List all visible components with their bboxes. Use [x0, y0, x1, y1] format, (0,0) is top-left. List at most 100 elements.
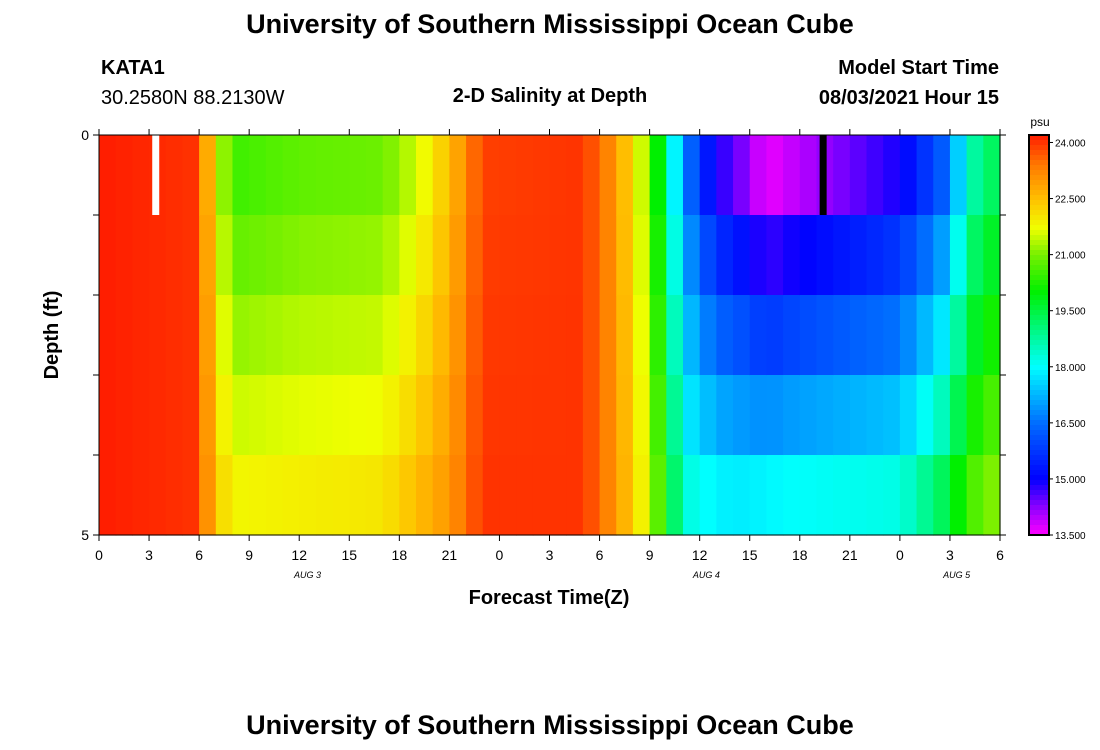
heatmap-cell	[833, 215, 851, 296]
heatmap-cell	[616, 135, 634, 216]
heatmap-cell	[966, 215, 984, 296]
colorbar-segment	[1029, 490, 1049, 496]
heatmap-cell	[466, 455, 484, 536]
heatmap-cell	[466, 375, 484, 456]
heatmap-cell	[432, 215, 450, 296]
heatmap-cell	[799, 135, 818, 216]
colorbar-segment	[1029, 305, 1049, 311]
x-tick-label: 15	[341, 547, 357, 563]
colorbar-segment	[1029, 310, 1049, 316]
x-tick-label: 0	[896, 547, 904, 563]
heatmap-marker	[819, 135, 827, 215]
colorbar-segment	[1029, 415, 1049, 421]
heatmap-cell	[432, 295, 450, 376]
heatmap-cell	[432, 455, 450, 536]
y-axis-label: Depth (ft)	[41, 291, 63, 380]
page-title-top: University of Southern Mississippi Ocean…	[246, 9, 854, 39]
colorbar-segment	[1029, 445, 1049, 451]
heatmap-cell	[916, 135, 934, 216]
heatmap-cell	[899, 295, 918, 376]
heatmap-cell	[249, 375, 267, 456]
heatmap-cell	[916, 455, 934, 536]
heatmap-cell	[482, 295, 501, 376]
heatmap-cell	[282, 455, 300, 536]
colorbar: 24.000 22.500 21.000 19.500 18.000 16.500 15.0…	[1028, 134, 1086, 542]
colorbar-segment	[1029, 235, 1049, 241]
heatmap-cell	[165, 375, 184, 456]
heatmap-cell	[182, 375, 200, 456]
plot-title: 2-D Salinity at Depth	[452, 85, 648, 107]
heatmap-cell	[165, 455, 184, 536]
heatmap-cell	[299, 215, 317, 296]
colorbar-segment	[1029, 420, 1049, 426]
heatmap-cell	[749, 135, 768, 216]
heatmap-cell	[416, 215, 434, 296]
x-tick-label: 12	[291, 547, 307, 563]
colorbar-segment	[1029, 525, 1049, 531]
heatmap-cell	[482, 135, 501, 216]
heatmap-cell	[299, 295, 317, 376]
heatmap-cell	[599, 215, 617, 296]
heatmap-cell	[315, 215, 334, 296]
x-tick-label: 21	[442, 547, 458, 563]
heatmap-cell	[516, 375, 534, 456]
heatmap-cell	[833, 135, 851, 216]
heatmap-cell	[249, 215, 267, 296]
heatmap-cell	[799, 375, 818, 456]
heatmap-cell	[866, 455, 884, 536]
heatmap-cell	[232, 375, 250, 456]
heatmap-cell	[883, 455, 901, 536]
heatmap-cell	[199, 295, 217, 376]
heatmap-cell	[482, 375, 501, 456]
colorbar-segment	[1029, 265, 1049, 271]
heatmap-cell	[416, 375, 434, 456]
heatmap-cell	[165, 215, 184, 296]
heatmap-cell	[332, 215, 350, 296]
heatmap-cell	[99, 215, 117, 296]
heatmap-cell	[149, 295, 167, 376]
colorbar-segment	[1029, 135, 1049, 141]
heatmap-cell	[532, 135, 551, 216]
colorbar-tick-label: 13.500	[1055, 531, 1086, 542]
colorbar-segment	[1029, 285, 1049, 291]
heatmap-cell	[983, 135, 1001, 216]
heatmap-cell	[149, 215, 167, 296]
colorbar-segment	[1029, 515, 1049, 521]
colorbar-segment	[1029, 300, 1049, 306]
colorbar-tick-label: 19.500	[1055, 307, 1086, 318]
heatmap-cell	[666, 135, 684, 216]
heatmap-cell	[799, 455, 818, 536]
colorbar-segment	[1029, 175, 1049, 181]
heatmap-cell	[632, 375, 651, 456]
colorbar-segment	[1029, 380, 1049, 386]
heatmap-cell	[182, 455, 200, 536]
heatmap-marker	[152, 135, 160, 215]
heatmap-cell	[799, 215, 818, 296]
heatmap-cell	[232, 295, 250, 376]
heatmap-cell	[716, 455, 734, 536]
heatmap-cell	[432, 375, 450, 456]
heatmap-cell	[666, 215, 684, 296]
y-tick-label: 0	[81, 127, 89, 143]
heatmap-cell	[115, 455, 133, 536]
station-coords: 30.2580N 88.2130W	[101, 87, 285, 109]
y-axis-ticks: 05	[81, 127, 1006, 543]
heatmap-cell	[933, 295, 951, 376]
heatmap-cell	[99, 455, 117, 536]
colorbar-segment	[1029, 335, 1049, 341]
heatmap-cell	[115, 215, 133, 296]
heatmap-cell	[332, 375, 350, 456]
heatmap-cell	[666, 295, 684, 376]
colorbar-segment	[1029, 495, 1049, 501]
heatmap-cell	[232, 215, 250, 296]
colorbar-segment	[1029, 260, 1049, 266]
heatmap-cell	[632, 215, 651, 296]
heatmap-cell	[516, 295, 534, 376]
colorbar-segment	[1029, 400, 1049, 406]
heatmap-cell	[682, 135, 701, 216]
colorbar-segment	[1029, 510, 1049, 516]
heatmap-cell	[866, 375, 884, 456]
heatmap-cell	[149, 455, 167, 536]
x-axis-ticks: 0 3 6 9 12 15 18 21 0 3 6 9 12 15 18 21 0 3 6	[95, 129, 1004, 563]
heatmap-cell	[983, 375, 1001, 456]
